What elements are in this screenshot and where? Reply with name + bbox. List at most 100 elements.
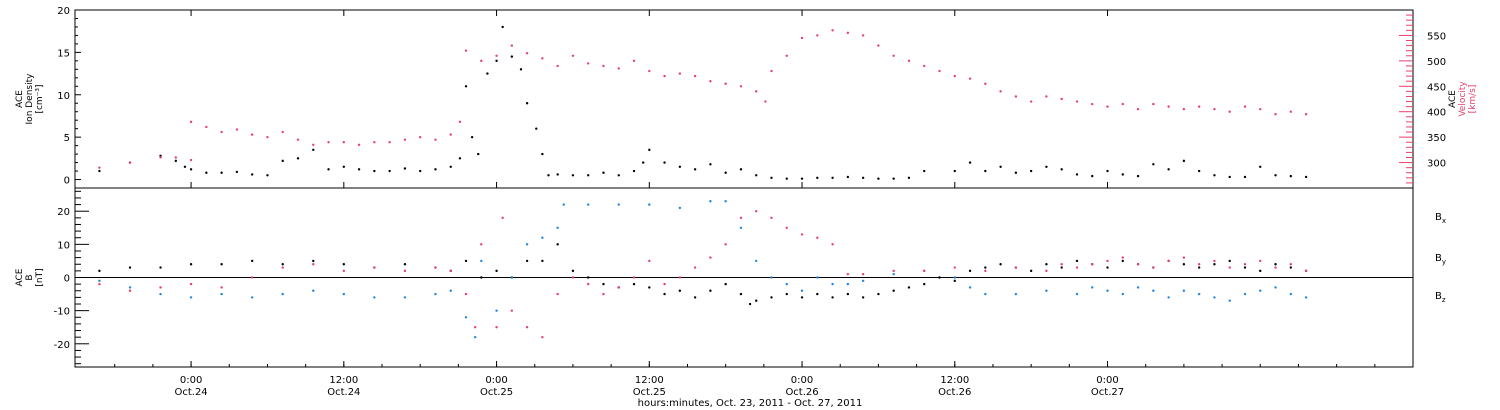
top-data-point (1197, 105, 1201, 108)
bottom-data-point (189, 263, 193, 266)
top-data-point (571, 174, 575, 177)
top-data-point (1274, 113, 1277, 116)
bottom-data-point (984, 266, 987, 269)
bottom-data-point (1197, 266, 1201, 269)
bottom-data-point (220, 263, 223, 266)
top-data-point (388, 169, 391, 173)
top-data-point (846, 31, 850, 35)
bottom-data-point (923, 269, 926, 273)
bottom-data-point (541, 259, 544, 263)
top-data-point (816, 176, 819, 180)
bottom-data-point (587, 203, 590, 206)
bottom-data-point (434, 292, 437, 296)
top-plot-frame (74, 9, 1414, 189)
top-data-point (938, 69, 941, 73)
bottom-data-point (1259, 259, 1262, 263)
top-data-point (709, 163, 712, 166)
bottom-data-point (846, 292, 850, 296)
top-data-point (296, 138, 300, 141)
bottom-data-point (1259, 289, 1262, 292)
top-right-tick-label: 300 (1427, 159, 1446, 170)
top-data-point (458, 120, 462, 124)
bottom-data-point (1304, 269, 1308, 273)
bottom-data-point (159, 292, 162, 296)
top-data-point (724, 171, 727, 174)
top-right-axis-label: ACEVelocity[km/s] (1448, 81, 1478, 117)
top-right-axis-label-line: ACE (1448, 90, 1458, 108)
bottom-data-point (632, 276, 636, 279)
bottom-data-point (724, 200, 727, 203)
bottom-data-point (602, 292, 605, 296)
bottom-data-point (501, 216, 504, 220)
top-data-point (477, 152, 480, 156)
bottom-data-point (403, 296, 407, 299)
top-data-point (831, 176, 834, 180)
top-data-point (1029, 169, 1033, 173)
top-right-tick-label: 350 (1427, 133, 1446, 144)
top-data-point (235, 128, 239, 131)
bottom-data-point (739, 226, 743, 229)
top-data-point (755, 174, 758, 177)
top-data-point (1106, 105, 1109, 108)
bottom-data-point (98, 282, 101, 286)
top-data-point (1289, 174, 1293, 178)
top-data-point (1152, 163, 1155, 166)
bottom-left-axis-label-line: ACE (15, 268, 25, 286)
bottom-data-point (617, 286, 620, 289)
bottom-data-point (342, 263, 346, 266)
top-data-point (617, 174, 620, 177)
bottom-data-point (449, 269, 452, 273)
top-data-point (663, 74, 666, 78)
top-data-point (861, 34, 865, 37)
top-data-point (1136, 107, 1140, 111)
bottom-data-point (1136, 286, 1140, 289)
top-data-point (357, 143, 361, 146)
bottom-data-point (984, 269, 987, 273)
bottom-data-point (678, 289, 682, 292)
bottom-data-point (1182, 289, 1186, 292)
bottom-data-point (1167, 296, 1170, 299)
bottom-data-point (98, 269, 101, 273)
bottom-data-point (525, 326, 529, 329)
bottom-data-point (800, 289, 804, 292)
top-data-point (1121, 173, 1124, 176)
bottom-data-point (678, 276, 682, 279)
bottom-data-point (800, 233, 804, 236)
bottom-data-point (968, 286, 972, 289)
bottom-data-point (1045, 269, 1048, 273)
bottom-data-point (220, 286, 223, 289)
top-data-point (541, 57, 544, 60)
bottom-data-point (1213, 296, 1216, 299)
top-data-point (547, 174, 550, 177)
top-data-point (641, 161, 645, 164)
top-data-point (519, 68, 523, 71)
top-data-point (1213, 107, 1216, 111)
bottom-data-point (831, 282, 834, 286)
bottom-data-point (403, 263, 407, 266)
bottom-data-point (800, 296, 804, 299)
top-data-point (1259, 107, 1262, 111)
top-data-point (1014, 171, 1018, 174)
bottom-data-point (587, 276, 590, 279)
bottom-data-point (541, 236, 544, 239)
bottom-data-point (312, 259, 315, 263)
bottom-data-point (128, 286, 132, 289)
x-tick-date: Oct.24 (174, 387, 207, 398)
top-left-axis-label-line: [cm⁻³] (35, 84, 45, 113)
top-data-point (968, 77, 972, 80)
top-data-point (861, 176, 865, 180)
top-data-point (617, 67, 620, 70)
top-data-point (1289, 110, 1293, 113)
top-data-point (1243, 175, 1247, 179)
legend-sub: y (1442, 258, 1446, 266)
bottom-data-point (464, 259, 468, 263)
top-data-point (525, 102, 529, 105)
bottom-data-point (861, 296, 865, 299)
bottom-data-point (571, 269, 575, 273)
top-data-point (342, 165, 346, 169)
bottom-data-point (831, 296, 834, 299)
top-data-point (403, 167, 407, 170)
top-right-axis-label-line: [km/s] (1468, 85, 1478, 114)
top-data-point (541, 152, 544, 156)
bottom-data-point (846, 282, 850, 286)
